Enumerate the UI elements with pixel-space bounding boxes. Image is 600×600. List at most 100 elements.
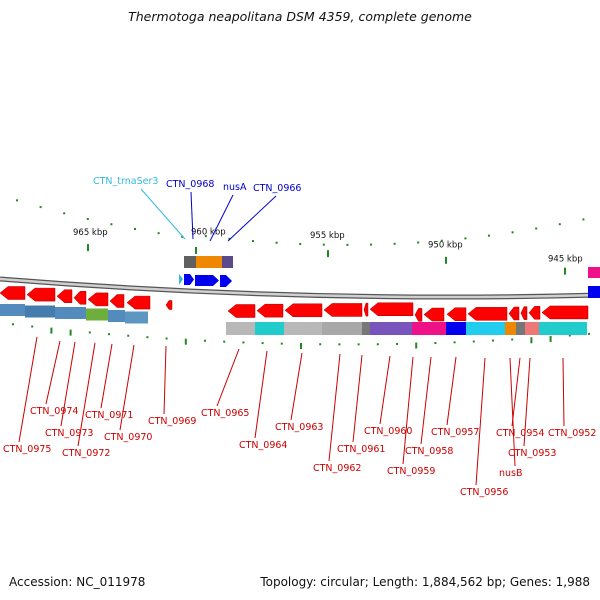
accession-label: Accession: NC_011978	[9, 575, 146, 589]
cog-block	[0, 304, 25, 316]
scale-lower-tick	[146, 336, 149, 339]
gene-label: CTN_0971	[85, 410, 133, 421]
scale-minor-tick	[110, 223, 113, 226]
gene-arrow	[508, 306, 520, 321]
gene-label: CTN_0969	[148, 416, 196, 427]
gene-label: CTN_0959	[387, 466, 435, 477]
gene-arrow	[520, 306, 528, 320]
scale-minor-tick	[346, 243, 349, 246]
gene-arrow	[165, 300, 173, 310]
gene-label: CTN_0960	[364, 426, 412, 437]
cog-block	[55, 307, 86, 319]
scale-tick-label: 960 kbp	[191, 227, 226, 237]
gene-label: CTN_0972	[62, 448, 110, 459]
scale-lower-tick	[280, 342, 283, 345]
scale-major-tick	[195, 246, 197, 254]
leader-line	[209, 194, 234, 242]
gene-label: CTN_0962	[313, 463, 361, 474]
leader-line	[475, 357, 486, 486]
cog-block	[255, 322, 284, 335]
cog-block	[370, 322, 412, 335]
cog-block	[466, 322, 505, 335]
leader-line	[190, 191, 194, 240]
gene-arrow	[414, 308, 423, 322]
gene-arrow	[195, 275, 219, 286]
gene-label: CTN_0974	[30, 406, 78, 417]
scale-lower-tick	[88, 331, 91, 334]
scale-minor-tick	[464, 237, 467, 240]
leader-line	[119, 344, 135, 431]
scale-lower-tick	[511, 338, 514, 341]
scale-major-tick	[564, 267, 566, 275]
cog-block	[412, 322, 446, 335]
cog-block	[505, 322, 516, 335]
scale-lower-tick	[376, 343, 379, 346]
cog-block	[322, 322, 362, 335]
scale-minor-tick	[299, 242, 302, 245]
scale-lower-tick	[108, 333, 110, 336]
gene-label: CTN_0953	[508, 448, 556, 459]
scale-lower-tick	[338, 343, 341, 346]
scale-minor-tick	[275, 241, 278, 244]
leader-line	[290, 352, 303, 421]
scale-minor-tick	[181, 235, 184, 238]
gene-label: CTN_0964	[239, 440, 287, 451]
scale-minor-tick	[39, 206, 42, 209]
gene-arrow	[73, 291, 87, 305]
gene-label: CTN_0966	[253, 183, 301, 194]
gene-label: CTN_0957	[431, 427, 479, 438]
leader-line	[509, 357, 516, 467]
cog-block	[125, 311, 148, 324]
topology-label: Topology: circular;	[260, 575, 369, 589]
gene-label: CTN_0968	[166, 179, 214, 190]
scale-lower-tick	[434, 341, 437, 344]
scale-lower-tick	[223, 340, 226, 343]
gene-arrow	[184, 274, 194, 285]
gene-arrow	[220, 275, 232, 287]
scale-minor-tick	[322, 243, 325, 246]
gene-arrow	[56, 289, 73, 303]
gene-arrow	[126, 295, 151, 310]
cog-block	[108, 310, 125, 322]
gene-label: CTN_0970	[104, 432, 152, 443]
scale-tick-label: 965 kbp	[73, 228, 108, 238]
scale-lower-tick	[472, 340, 475, 343]
scale-lower-tick	[415, 342, 418, 349]
scale-lower-tick	[549, 335, 552, 342]
gene-label: CTN_0952	[548, 428, 596, 439]
gene-arrow	[446, 307, 467, 321]
scale-lower-tick	[242, 341, 245, 344]
scale-minor-tick	[511, 231, 514, 234]
leader-line	[140, 188, 186, 240]
scale-lower-tick	[204, 339, 206, 342]
scale-tick-label: 955 kbp	[310, 231, 345, 241]
leader-line	[45, 340, 61, 405]
leader-line	[446, 356, 457, 426]
scale-lower-tick	[12, 323, 14, 326]
scale-lower-tick	[396, 342, 398, 345]
scale-lower-tick	[165, 337, 168, 340]
gene-arrow	[369, 302, 414, 316]
label-layer: CTN_trnaSer3 CTN_0968 nusA CTN_0966 CTN_0975…	[3, 176, 596, 498]
gene-arrow	[109, 294, 125, 308]
scale-minor-tick	[134, 227, 136, 230]
leader-line	[60, 341, 76, 427]
gene-label: CTN_0961	[337, 444, 385, 455]
leader-line	[100, 343, 113, 409]
genome-summary: Topology: circular; Length: 1,884,562 bp…	[260, 575, 590, 589]
leader-line	[328, 353, 341, 462]
leader-line	[18, 336, 38, 443]
gene-arrow	[363, 302, 369, 317]
gene-arrow	[87, 292, 109, 307]
gene-block	[588, 286, 600, 298]
gene-label: CTN_0958	[405, 446, 453, 457]
map-title: Thermotoga neapolitana DSM 4359, complet…	[128, 9, 472, 24]
gene-arrow	[323, 303, 363, 317]
scale-minor-tick	[252, 240, 254, 243]
gene-label: CTN_0975	[3, 444, 51, 455]
leader-line	[227, 195, 277, 242]
scale-lower-tick	[530, 337, 533, 344]
scale-lower-tick	[319, 343, 322, 346]
gene-label: CTN_0963	[275, 422, 323, 433]
